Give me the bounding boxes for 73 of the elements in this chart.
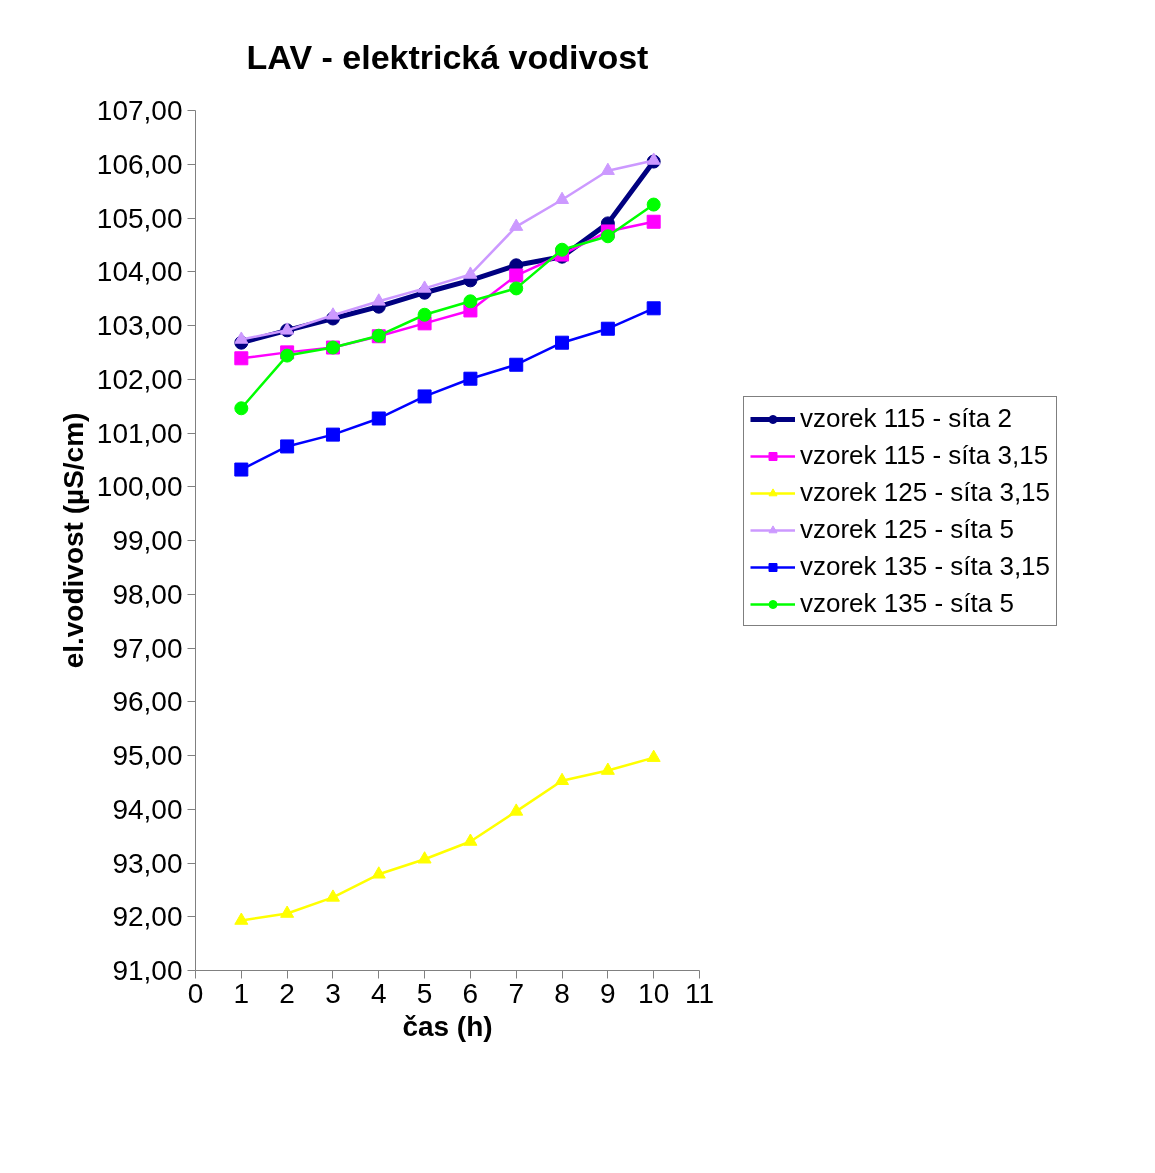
point bbox=[646, 197, 661, 212]
y-tick-label: 102,00 bbox=[96, 363, 183, 395]
x-tick-label: 4 bbox=[370, 977, 387, 1009]
y-tick-label: 101,00 bbox=[96, 417, 183, 449]
point bbox=[646, 214, 661, 229]
y-axis-title: el.vodivost (µS/cm) bbox=[57, 412, 89, 669]
y-tick-label: 97,00 bbox=[112, 632, 183, 664]
point bbox=[371, 293, 386, 306]
y-tick-label: 95,00 bbox=[112, 740, 183, 771]
point bbox=[509, 803, 524, 816]
point bbox=[280, 439, 295, 454]
point bbox=[325, 427, 340, 442]
point bbox=[417, 851, 432, 864]
y-tick-label: 96,00 bbox=[112, 686, 183, 718]
x-tick-label: 2 bbox=[279, 977, 295, 1009]
x-tick-label: 9 bbox=[600, 977, 616, 1009]
point bbox=[371, 411, 386, 426]
y-tick-label: 98,00 bbox=[112, 578, 183, 610]
y-tick-label: 92,00 bbox=[112, 901, 183, 933]
point bbox=[600, 762, 615, 775]
point bbox=[280, 905, 295, 918]
point bbox=[509, 268, 524, 283]
y-tick-label: 93,00 bbox=[112, 847, 183, 879]
x-tick-label: 3 bbox=[325, 977, 341, 1009]
x-tick-label: 8 bbox=[554, 977, 570, 1009]
y-tick-label: 100,00 bbox=[96, 471, 183, 503]
y-tick-label: 106,00 bbox=[96, 148, 183, 180]
y-tick-label: 91,00 bbox=[112, 955, 183, 986]
point bbox=[234, 462, 249, 477]
legend-label: vzorek 125 - síta 5 bbox=[800, 514, 1014, 545]
point bbox=[463, 266, 478, 279]
y-tick-label: 103,00 bbox=[96, 310, 183, 341]
point bbox=[417, 307, 432, 322]
x-tick-label: 0 bbox=[187, 977, 204, 1009]
point bbox=[234, 912, 249, 925]
y-tick-label: 94,00 bbox=[112, 793, 183, 825]
legend-label: vzorek 135 - síta 5 bbox=[800, 588, 1014, 619]
point bbox=[325, 307, 340, 320]
point bbox=[509, 281, 524, 296]
legend-label: vzorek 135 - síta 3,15 bbox=[800, 551, 1051, 582]
point bbox=[417, 389, 432, 404]
x-axis-title: čas (h) bbox=[402, 1010, 493, 1042]
x-tick-label: 5 bbox=[416, 977, 433, 1009]
point bbox=[371, 866, 386, 879]
y-tick-label: 107,00 bbox=[96, 95, 183, 126]
x-tick-label: 6 bbox=[462, 977, 479, 1009]
point bbox=[463, 833, 478, 846]
x-tick-label: 11 bbox=[684, 977, 715, 1009]
point bbox=[234, 401, 249, 416]
point bbox=[234, 331, 249, 344]
legend-label: vzorek 115 - síta 2 bbox=[800, 403, 1012, 434]
point bbox=[463, 371, 478, 386]
point bbox=[417, 280, 432, 293]
point bbox=[600, 321, 615, 336]
point bbox=[509, 357, 524, 372]
legend-label: vzorek 125 - síta 3,15 bbox=[800, 477, 1051, 508]
point bbox=[463, 294, 478, 309]
point bbox=[600, 229, 615, 244]
point bbox=[234, 351, 249, 366]
x-tick-label: 1 bbox=[233, 977, 250, 1009]
point bbox=[555, 242, 570, 257]
point bbox=[555, 772, 570, 786]
x-tick-label: 7 bbox=[508, 977, 525, 1009]
point bbox=[325, 889, 340, 902]
point bbox=[646, 301, 661, 316]
point bbox=[646, 749, 661, 762]
legend-label: vzorek 115 - síta 3,15 bbox=[800, 440, 1049, 471]
y-tick-label: 105,00 bbox=[96, 202, 183, 234]
y-tick-label: 99,00 bbox=[112, 525, 183, 556]
point bbox=[555, 335, 570, 350]
chart-title: LAV - elektrická vodivost bbox=[246, 37, 649, 76]
y-tick-label: 104,00 bbox=[96, 256, 183, 288]
x-tick-label: 10 bbox=[638, 977, 670, 1009]
